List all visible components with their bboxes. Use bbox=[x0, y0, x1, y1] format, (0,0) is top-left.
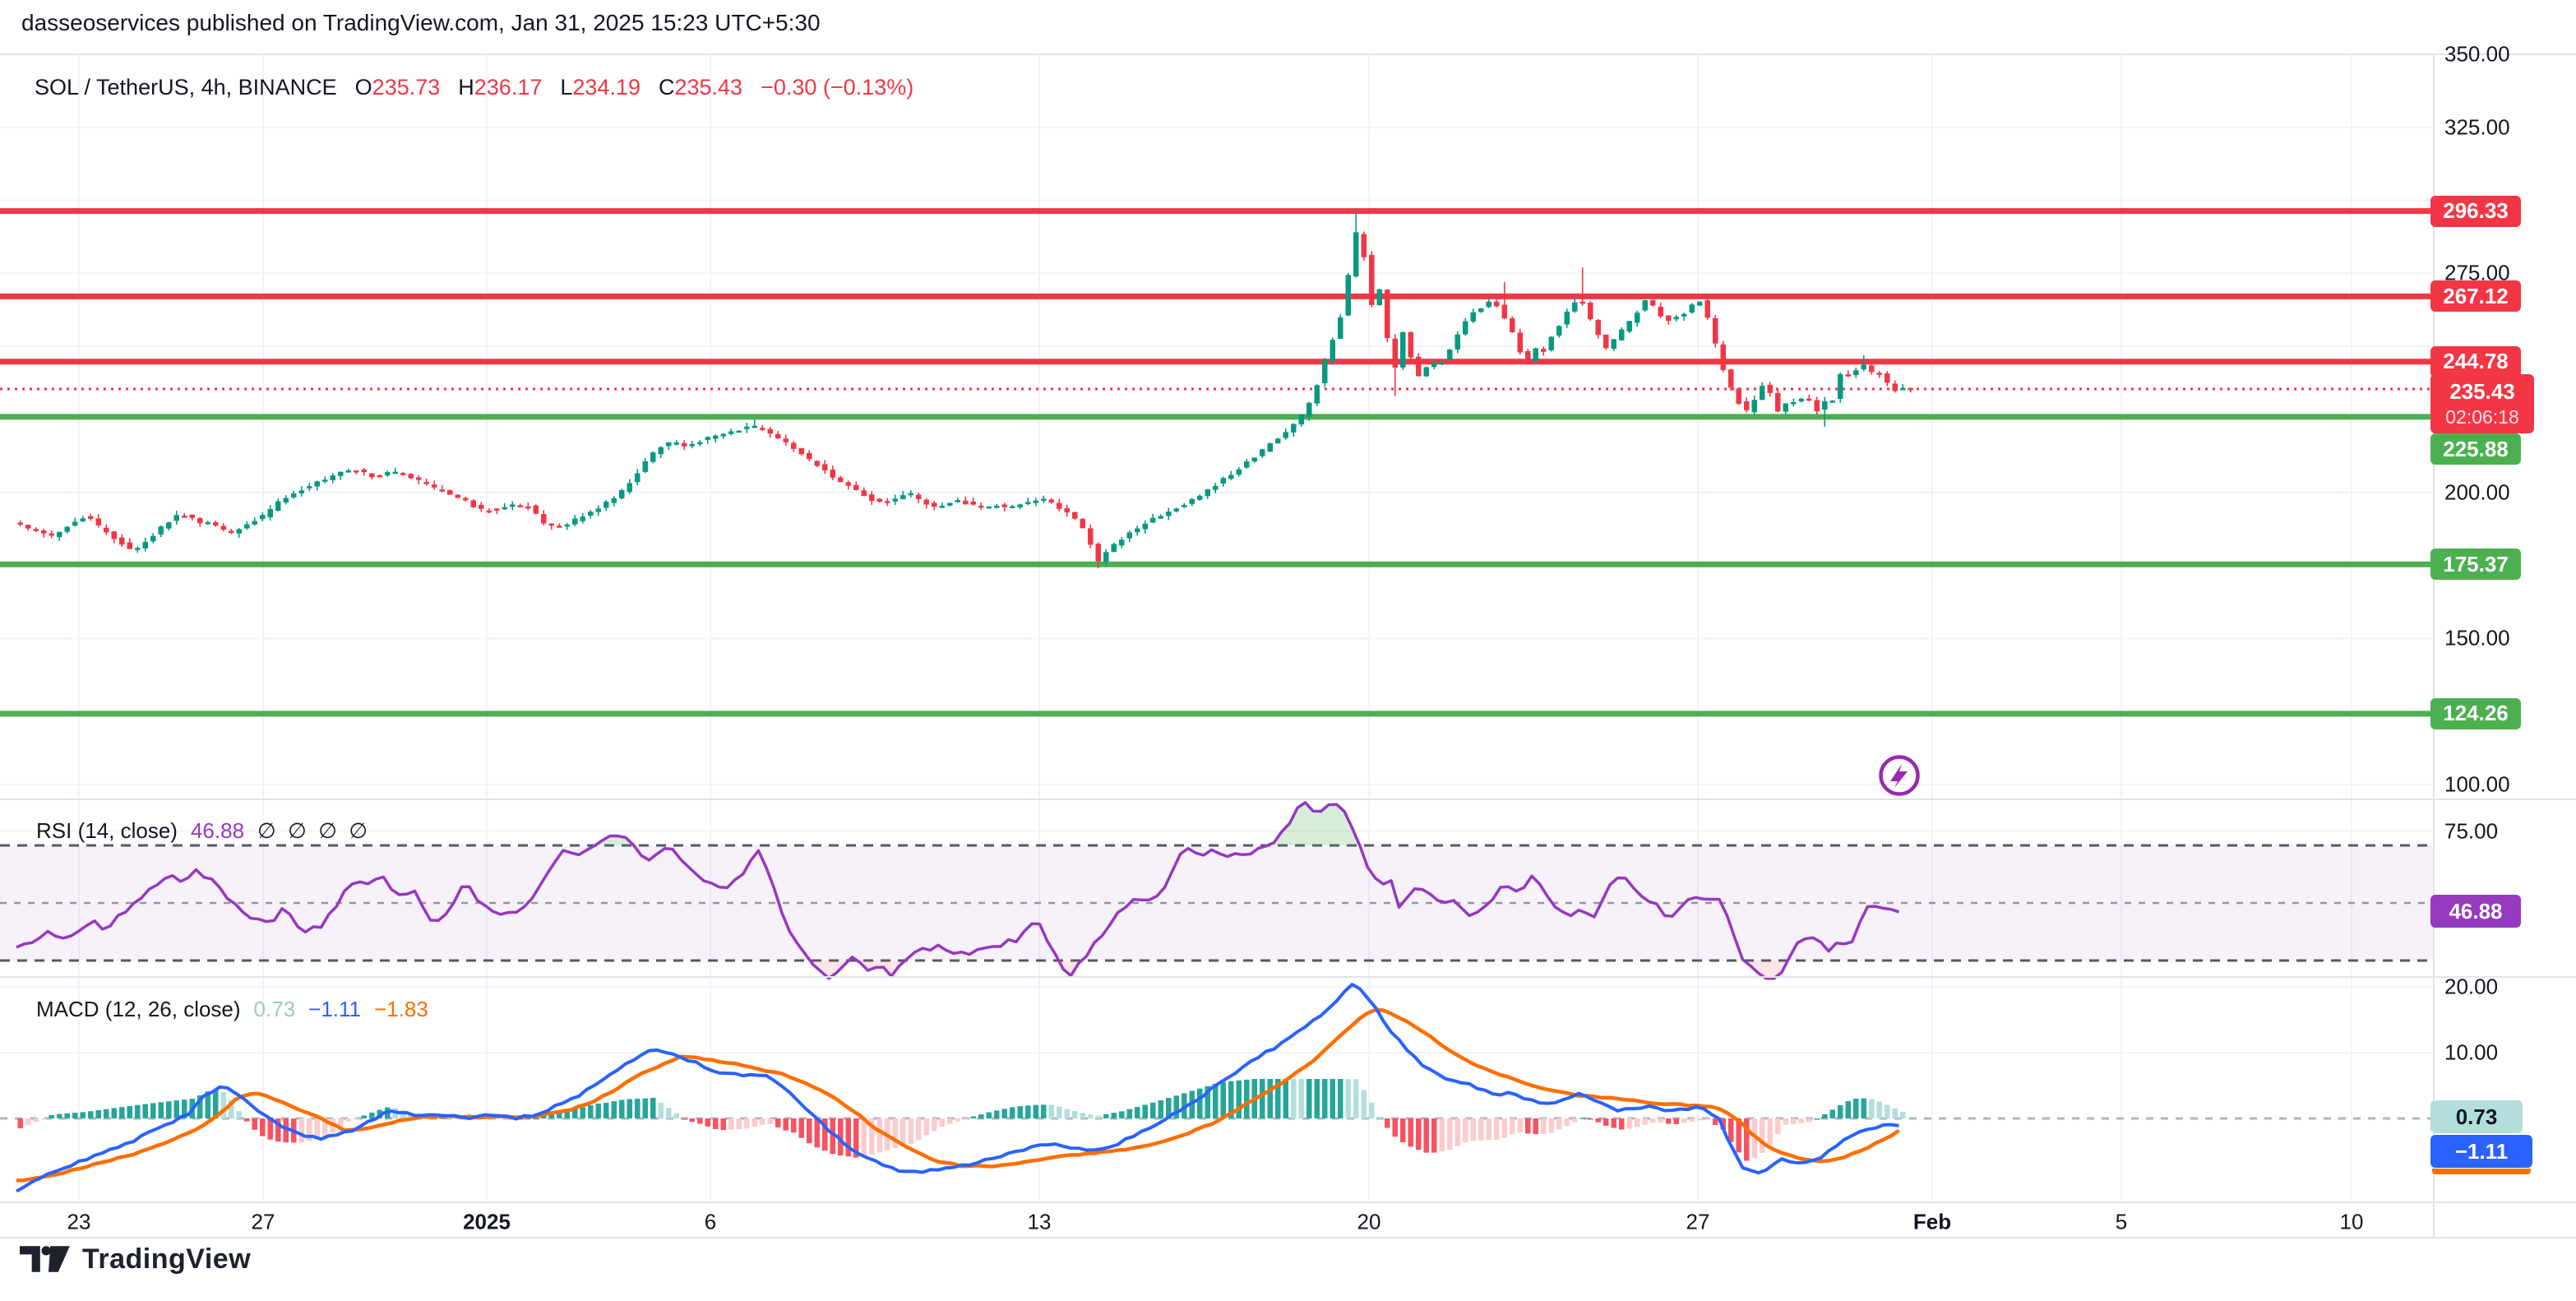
macd-line-value: −1.11 bbox=[308, 997, 362, 1021]
current-price-badge: 235.43 02:06:18 bbox=[2430, 374, 2534, 433]
rsi-value-badge: 46.88 bbox=[2430, 895, 2521, 928]
macd-signal-value: −1.83 bbox=[374, 997, 428, 1021]
ohlc-open: O235.73 bbox=[354, 75, 441, 100]
price-change: −0.30 (−0.13%) bbox=[761, 75, 914, 100]
symbol-ohlc-row: SOL / TetherUS, 4h, BINANCE O235.73 H236… bbox=[35, 75, 913, 100]
macd-line-badge: −1.11 bbox=[2430, 1135, 2532, 1168]
lightning-icon[interactable] bbox=[1878, 754, 1921, 797]
bar-countdown: 02:06:18 bbox=[2445, 405, 2519, 428]
macd-hist-badge: 0.73 bbox=[2430, 1100, 2523, 1133]
attribution-header: dasseoservices published on TradingView.… bbox=[21, 10, 821, 35]
rsi-empty-values: ∅ ∅ ∅ ∅ bbox=[257, 818, 368, 843]
ohlc-low: L234.19 bbox=[560, 75, 641, 100]
symbol-title[interactable]: SOL / TetherUS, 4h, BINANCE bbox=[35, 75, 337, 100]
rsi-value: 46.88 bbox=[190, 818, 245, 843]
tradingview-logo-icon bbox=[20, 1246, 70, 1272]
tradingview-logo-text: TradingView bbox=[82, 1243, 252, 1275]
ohlc-high: H236.17 bbox=[458, 75, 543, 100]
rsi-indicator-row: RSI (14, close) 46.88 ∅ ∅ ∅ ∅ bbox=[36, 818, 368, 844]
rsi-name[interactable]: RSI (14, close) bbox=[36, 818, 178, 843]
macd-name[interactable]: MACD (12, 26, close) bbox=[36, 997, 241, 1021]
macd-indicator-row: MACD (12, 26, close) 0.73 −1.11 −1.83 bbox=[36, 997, 428, 1022]
tradingview-logo[interactable]: TradingView bbox=[20, 1242, 251, 1276]
macd-hist-value: 0.73 bbox=[253, 997, 296, 1021]
macd-signal-badge-edge bbox=[2432, 1169, 2531, 1174]
current-price-value: 235.43 bbox=[2449, 379, 2515, 405]
ohlc-close: C235.43 bbox=[658, 75, 743, 100]
